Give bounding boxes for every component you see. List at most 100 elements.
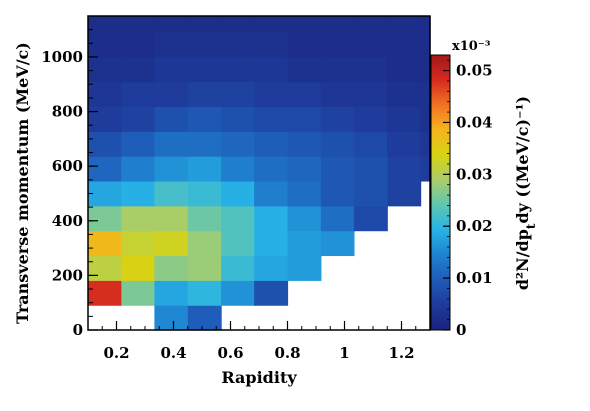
heatmap-cell: [187, 230, 222, 257]
heatmap-cell: [353, 81, 388, 107]
heatmap-cell: [121, 280, 156, 306]
heatmap-cell: [221, 106, 255, 132]
heatmap-cell: [353, 16, 388, 33]
heatmap-cell: [287, 106, 322, 132]
colorbar-title: d²N/dptdy ((MeV/c)⁻¹): [513, 96, 538, 290]
heatmap-cell: [121, 81, 156, 107]
heatmap-cell: [187, 56, 222, 83]
heatmap-cell: [154, 280, 189, 306]
heatmap-cell: [154, 81, 189, 107]
heatmap-cell: [320, 156, 355, 182]
y-tick-label: 0: [73, 321, 83, 339]
heatmap-cells: [88, 16, 431, 331]
colorbar: 0 0.01 0.02 0.03 0.04 0.05 x10⁻³ d²N/dptdy ((…: [430, 39, 538, 339]
heatmap-cell: [121, 31, 156, 58]
heatmap-cell: [154, 205, 189, 232]
colorbar-tick-label: 0.04: [456, 113, 493, 131]
heatmap-cell: [221, 56, 255, 83]
x-axis-title: Rapidity: [221, 368, 297, 387]
heatmap-cell: [254, 131, 289, 157]
heatmap-cell: [353, 205, 388, 232]
heatmap-cell: [121, 156, 156, 182]
heatmap-cell: [353, 131, 388, 157]
heatmap-cell: [154, 56, 189, 83]
heatmap-cell: [187, 131, 222, 157]
heatmap-cell: [221, 230, 255, 257]
heatmap-cell: [121, 56, 156, 83]
heatmap-cell: [88, 280, 122, 306]
heatmap-cell: [254, 205, 289, 232]
heatmap-cell: [187, 205, 222, 232]
heatmap-cell: [154, 156, 189, 182]
heatmap-cell: [254, 180, 289, 207]
heatmap-cell: [88, 205, 122, 232]
heatmap-cell: [88, 180, 122, 207]
heatmap-cell: [287, 31, 322, 58]
colorbar-scale: [430, 54, 451, 331]
heatmap-cell: [287, 56, 322, 83]
heatmap-cell: [88, 81, 122, 107]
heatmap-cell: [88, 31, 122, 58]
x-axis-ticks: 0.2 0.4 0.6 0.8 1 1.2: [87, 321, 431, 362]
heatmap-cell: [353, 180, 388, 207]
heatmap-cell: [254, 255, 289, 281]
heatmap-cell: [221, 280, 255, 306]
x-tick-label: 1: [339, 344, 349, 362]
heatmap-cell: [254, 31, 289, 58]
heatmap-cell: [387, 81, 422, 107]
heatmap-cell: [221, 81, 255, 107]
heatmap-cell: [320, 31, 355, 58]
heatmap-cell: [221, 205, 255, 232]
colorbar-tick-label: 0.05: [456, 62, 493, 80]
heatmap-cell: [121, 180, 156, 207]
colorbar-title-main: d²N/dp: [513, 229, 532, 290]
x-tick-label: 0.2: [103, 344, 129, 362]
heatmap-cell: [420, 31, 431, 58]
heatmap-cell: [254, 16, 289, 33]
heatmap-cell: [320, 180, 355, 207]
heatmap-cell: [121, 131, 156, 157]
heatmap-cell: [154, 131, 189, 157]
heatmap-cell: [254, 81, 289, 107]
heatmap-cell: [121, 230, 156, 257]
heatmap-cell: [187, 31, 222, 58]
y-tick-label: 1000: [41, 48, 83, 66]
heatmap-cell: [121, 16, 156, 33]
heatmap-cell: [221, 31, 255, 58]
heatmap-cell: [287, 81, 322, 107]
heatmap-cell: [320, 16, 355, 33]
heatmap-cell: [387, 31, 422, 58]
heatmap-cell: [187, 280, 222, 306]
heatmap-cell: [88, 106, 122, 132]
heatmap-cell: [420, 106, 431, 132]
heatmap-cell: [320, 205, 355, 232]
heatmap-cell: [353, 156, 388, 182]
heatmap-cell: [154, 255, 189, 281]
heatmap-cell: [420, 81, 431, 107]
heatmap-cell: [221, 16, 255, 33]
heatmap-cell: [287, 156, 322, 182]
colorbar-tick-label: 0: [456, 321, 466, 339]
heatmap-cell: [420, 156, 431, 182]
heatmap-cell: [187, 255, 222, 281]
heatmap-cell: [420, 56, 431, 83]
x-tick-label: 0.8: [274, 344, 300, 362]
heatmap-cell: [88, 156, 122, 182]
heatmap-cell: [287, 180, 322, 207]
heatmap-cell: [154, 106, 189, 132]
heatmap-cell: [353, 56, 388, 83]
heatmap-cell: [254, 230, 289, 257]
heatmap-cell: [254, 56, 289, 83]
heatmap-cell: [320, 81, 355, 107]
heatmap-cell: [287, 16, 322, 33]
heatmap-cell: [387, 180, 422, 207]
heatmap-cell: [254, 156, 289, 182]
heatmap-cell: [287, 230, 322, 257]
heatmap-cell: [154, 180, 189, 207]
heatmap-cell: [254, 280, 289, 306]
y-tick-label: 600: [52, 157, 83, 175]
heatmap-cell: [387, 16, 422, 33]
heatmap-cell: [387, 56, 422, 83]
heatmap-cell: [121, 106, 156, 132]
y-tick-label: 400: [52, 212, 83, 230]
